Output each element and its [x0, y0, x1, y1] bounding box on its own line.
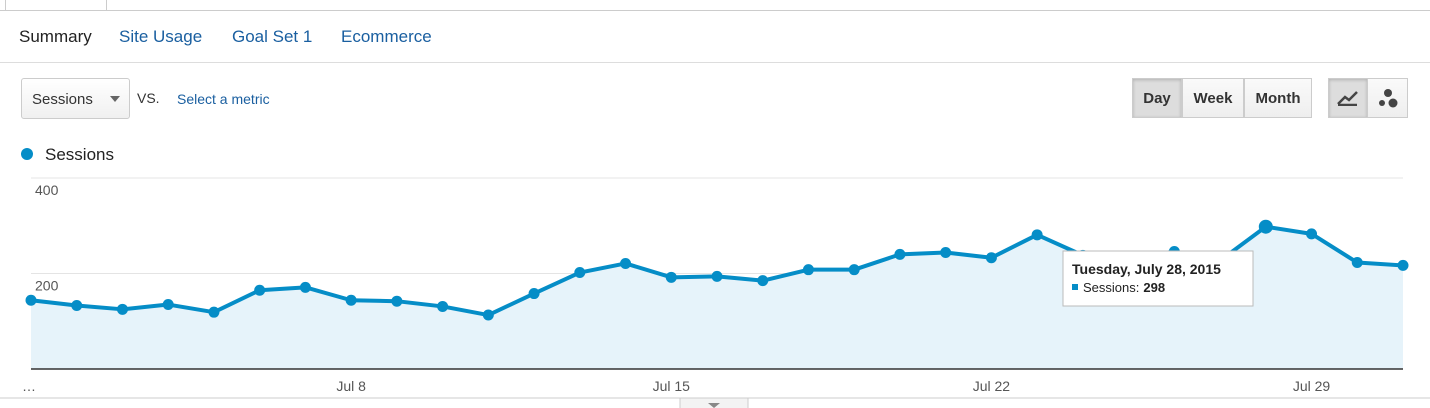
data-point [1258, 219, 1273, 234]
area [31, 226, 1403, 369]
data-point [345, 294, 357, 306]
divider [0, 10, 1430, 11]
data-point [1306, 228, 1318, 240]
data-point [528, 288, 540, 300]
x-tick-label: Jul 29 [1293, 378, 1331, 394]
y-tick-label: 200 [35, 278, 59, 294]
data-point [437, 300, 449, 312]
bubble-icon [1378, 89, 1397, 108]
y-tick-label: 400 [35, 182, 59, 198]
line-icon [1337, 91, 1358, 106]
interval-button[interactable]: Day [1132, 78, 1182, 118]
vs-label: VS. [137, 90, 160, 106]
dropdown-arrow [110, 96, 120, 107]
data-point [1351, 257, 1363, 269]
data-point [802, 264, 814, 276]
legend-dot [21, 148, 33, 160]
dropdown-label: Sessions [32, 91, 93, 108]
data-point [1031, 229, 1043, 241]
data-point [162, 299, 174, 311]
collapse-arrow [708, 403, 720, 408]
x-tick-label: Jul 8 [336, 378, 366, 394]
data-point [71, 299, 83, 311]
sub-tab[interactable]: Goal Set 1 [232, 27, 313, 46]
data-point [1397, 259, 1409, 271]
tooltip-swatch [1072, 284, 1078, 290]
motion-chart-toggle[interactable] [1367, 78, 1408, 118]
data-point [25, 294, 37, 306]
select-metric-link[interactable]: Select a metric [177, 91, 270, 107]
data-point [620, 257, 632, 269]
sub-tab[interactable]: Ecommerce [341, 27, 432, 46]
sub-tab[interactable]: Summary [19, 27, 92, 46]
legend-label: Sessions [45, 145, 114, 164]
x-tick-label: … [22, 378, 36, 394]
data-point [757, 275, 769, 287]
line-chart-toggle[interactable] [1328, 78, 1368, 118]
tooltip-title: Tuesday, July 28, 2015 [1072, 261, 1221, 277]
data-point [574, 267, 586, 279]
interval-button[interactable]: Month [1244, 78, 1312, 118]
data-point [116, 303, 128, 315]
x-tick-label: Jul 22 [973, 378, 1011, 394]
data-point [894, 248, 906, 260]
data-point [848, 264, 860, 276]
data-point [299, 281, 311, 293]
divider [0, 62, 1430, 63]
data-point [208, 306, 220, 318]
data-point [985, 252, 997, 264]
tooltip [1062, 250, 1254, 307]
metric-dropdown[interactable]: Sessions [21, 78, 130, 119]
data-point [665, 271, 677, 283]
data-point [391, 295, 403, 307]
data-point [940, 246, 952, 258]
tooltip-value: 298 [1143, 280, 1165, 295]
data-point [254, 284, 266, 296]
tooltip-body: Sessions: 298 [1083, 280, 1165, 295]
tooltip-label: Sessions: [1083, 280, 1139, 295]
sub-tab[interactable]: Site Usage [119, 27, 203, 46]
interval-button[interactable]: Week [1182, 78, 1244, 118]
data-point [711, 270, 723, 282]
x-tick-label: Jul 15 [653, 378, 691, 394]
data-point [482, 309, 494, 321]
